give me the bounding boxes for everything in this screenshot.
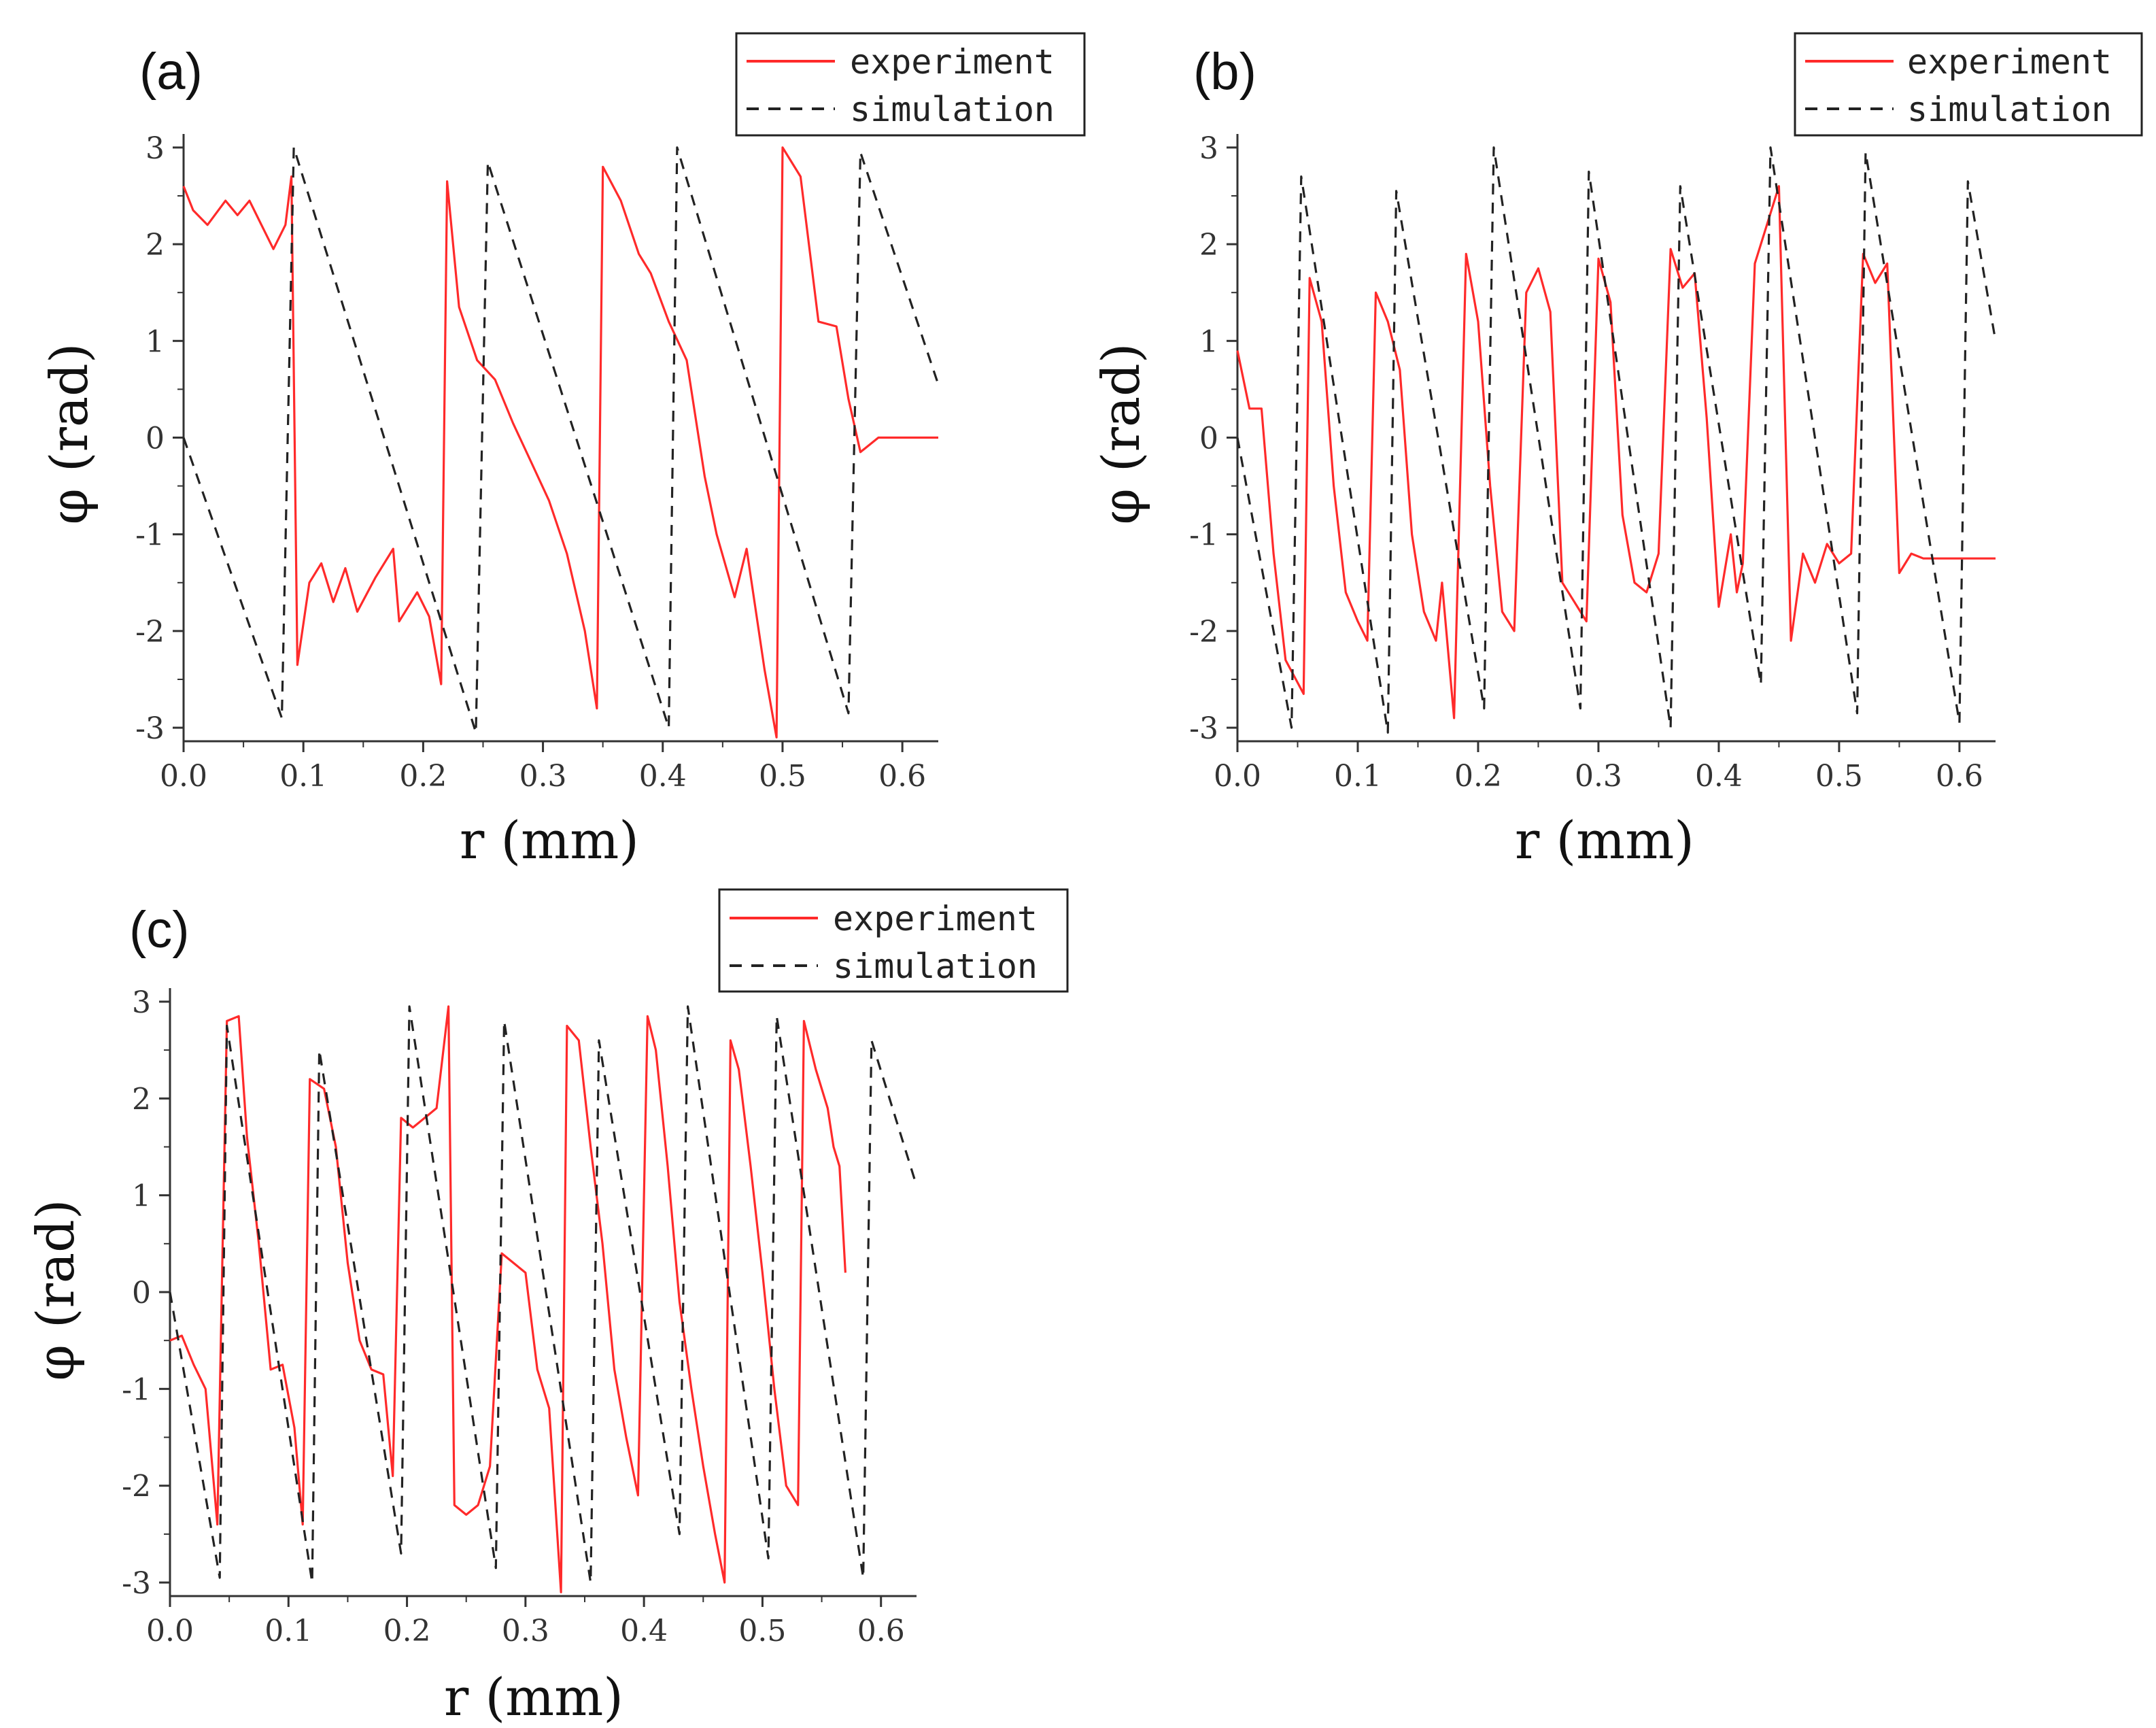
y-tick-label: -2 [122,1470,151,1504]
x-tick-label: 0.3 [502,1614,549,1648]
y-tick-label: 0 [132,1276,151,1310]
x-tick-label: 0.4 [639,759,687,794]
series-line-simulation [182,146,940,734]
panel-label: (a) [139,43,203,101]
y-tick-label: -1 [1189,518,1218,553]
series-line-experiment [169,1005,846,1593]
legend-box [735,32,1086,137]
x-axis-title: r (mm) [1515,810,1694,870]
legend-label-experiment: experiment [833,899,1038,938]
legend: experiment simulation [1794,32,2143,137]
plot-area: 0.0 0.1 0.2 0.3 0.4 0.5 0.6 3 2 1 0 -1 -2 -3 [1189,131,1997,794]
y-tick-label: 0 [146,422,165,456]
x-tick-label: 0.2 [399,759,447,794]
x-tick-label: 0.4 [1695,759,1743,794]
series-line-experiment [1236,185,1996,719]
y-axis-title: φ (rad) [25,1200,86,1381]
chart-panel-b: (b) 0.0 0.1 0.2 0.3 0.4 0.5 0.6 3 2 1 0 -1 -2 -3 r (m… [1091,32,2143,870]
x-tick-label: 0.5 [1815,759,1863,794]
y-tick-label: -3 [1189,711,1218,746]
x-tick-label: 0.0 [146,1614,194,1648]
y-tick-label: 3 [1199,131,1218,166]
y-tick-label: -2 [1189,615,1218,649]
legend-label-simulation: simulation [833,947,1038,986]
legend-label-simulation: simulation [850,90,1055,129]
x-tick-label: 0.6 [878,759,926,794]
y-tick-label: 1 [146,324,165,359]
plot-area: 0.0 0.1 0.2 0.3 0.4 0.5 0.6 3 2 1 0 -1 -2 -3 [135,131,940,794]
x-tick-label: 0.5 [759,759,806,794]
y-tick-label: 2 [1199,228,1218,262]
x-tick-label: 0.1 [279,759,327,794]
legend-label-experiment: experiment [1907,42,2112,82]
chart-panel-c: (c) 0.0 0.1 0.2 0.3 0.4 0.5 0.6 3 2 1 0 -1 -2 -3 r (m… [25,888,1069,1727]
x-tick-label: 0.3 [519,759,567,794]
x-tick-label: 0.5 [738,1614,786,1648]
x-tick-label: 0.3 [1575,759,1622,794]
y-tick-label: -1 [122,1372,151,1407]
y-tick-label: -1 [135,518,165,553]
plot-area: 0.0 0.1 0.2 0.3 0.4 0.5 0.6 3 2 1 0 -1 -2 -3 [122,985,918,1648]
x-axis-title: r (mm) [444,1667,623,1727]
x-tick-label: 0.2 [1454,759,1502,794]
y-tick-label: 0 [1199,422,1218,456]
chart-panel-a: (a) 0.0 0.1 0.2 0.3 0.4 0.5 0.6 3 2 1 0 -1 -2 -3 r (m… [39,32,1086,870]
y-tick-label: -3 [135,711,165,746]
x-tick-label: 0.1 [1334,759,1382,794]
y-tick-label: 1 [132,1179,151,1214]
x-tick-label: 0.1 [264,1614,312,1648]
y-tick-label: 2 [132,1082,151,1117]
x-tick-label: 0.0 [160,759,207,794]
panel-label: (b) [1193,43,1256,101]
x-tick-label: 0.4 [620,1614,668,1648]
y-tick-label: 2 [146,228,165,262]
x-tick-label: 0.0 [1214,759,1261,794]
y-axis-title: φ (rad) [39,343,99,525]
y-tick-label: -2 [135,615,165,649]
x-tick-label: 0.6 [857,1614,905,1648]
legend-label-simulation: simulation [1907,90,2112,129]
legend-box [1794,32,2143,137]
panel-label: (c) [129,901,190,959]
y-tick-label: 3 [132,985,151,1020]
legend-box [718,888,1069,993]
y-tick-label: -3 [122,1566,151,1601]
legend: experiment simulation [735,32,1086,137]
y-tick-label: 3 [146,131,165,166]
series-line-simulation [1236,146,1997,734]
x-tick-label: 0.2 [383,1614,431,1648]
x-tick-label: 0.6 [1936,759,1983,794]
series-line-experiment [182,146,938,739]
y-tick-label: 1 [1199,324,1218,359]
legend: experiment simulation [718,888,1069,993]
legend-label-experiment: experiment [850,42,1055,82]
y-axis-title: φ (rad) [1091,343,1151,525]
x-axis-title: r (mm) [460,810,639,870]
